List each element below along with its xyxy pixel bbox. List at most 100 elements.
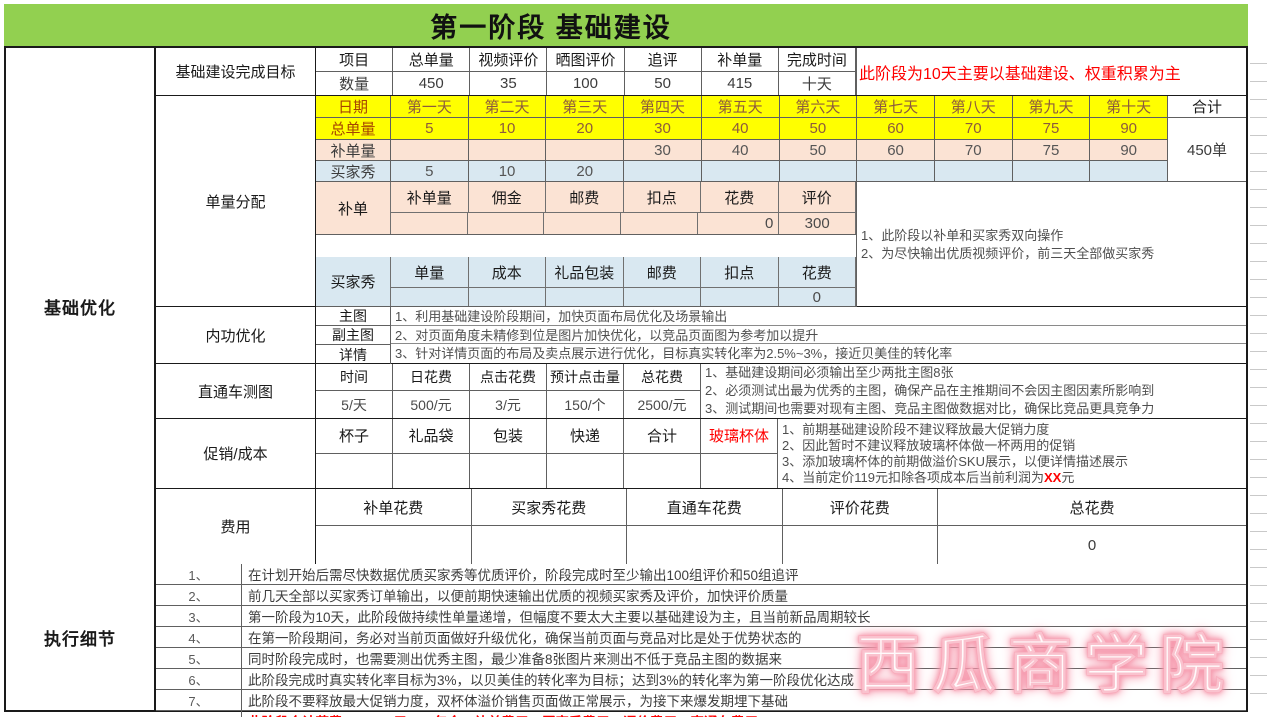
total-orders-cell[interactable]: 70: [934, 118, 1013, 140]
total-orders-cell[interactable]: 5: [391, 118, 469, 140]
buyer-show-value-cell[interactable]: [546, 288, 624, 306]
fees-values: 0: [316, 526, 1246, 564]
supplement-orders-cell[interactable]: [468, 140, 547, 161]
supplement-value-cell[interactable]: [391, 213, 468, 234]
buyer-show-cell[interactable]: [857, 161, 935, 182]
buyer-show-header-cell: 扣点: [701, 257, 779, 289]
fees-value-cell[interactable]: [316, 526, 472, 564]
through-train-value-cell[interactable]: 500/元: [393, 391, 470, 418]
total-cost-value[interactable]: 0: [1087, 536, 1097, 554]
day-header-cell: 第一天: [391, 96, 469, 118]
supplement-value-cell[interactable]: 300: [779, 213, 857, 234]
buyer-show-cell[interactable]: [779, 161, 858, 182]
sum-total-cell[interactable]: 450单: [1168, 118, 1246, 182]
total-orders-cell[interactable]: 90: [1090, 118, 1169, 140]
day-header-cell: 第九天: [1012, 96, 1091, 118]
supplement-orders-cell[interactable]: [391, 140, 469, 161]
fees-value-cell[interactable]: [627, 526, 783, 564]
total-orders-cell[interactable]: 50: [779, 118, 858, 140]
total-orders-cell[interactable]: 10: [468, 118, 547, 140]
detail-row: 2、 前几天全部以买家秀订单输出，以便前期快速输出优质的视频买家秀及评价，加快评…: [156, 585, 1246, 606]
goal-value-row: 数量 450 35 100 50 415 十天: [316, 71, 856, 95]
goal-value-cell[interactable]: 数量: [316, 71, 394, 95]
goal-value-cell[interactable]: 十天: [779, 71, 856, 95]
through-train-value-cell[interactable]: 2500/元: [624, 391, 701, 418]
buyer-show-cell[interactable]: 10: [468, 161, 547, 182]
detail-row-number: 4、: [156, 627, 242, 648]
buyer-show-cell[interactable]: 20: [546, 161, 625, 182]
detail-row-number: 5、: [156, 648, 242, 669]
goal-section: 基础建设完成目标 项目 总单量 视频评价 晒图评价 追评 补单量 完成时间 数量 450 35 1…: [156, 48, 1246, 96]
supplement-value-cell[interactable]: [468, 213, 545, 234]
phase-note: 此阶段为10天主要以基础建设、权重积累为主: [856, 48, 1246, 95]
day-header-row: 日期 第一天 第二天 第三天 第四天 第五天 第六天 第七天 第八天 第九天 第十天: [316, 96, 1169, 118]
detail-row-number: 3、: [156, 606, 242, 627]
supplement-value-cell[interactable]: [621, 213, 698, 234]
through-train-header-cell: 时间: [316, 364, 393, 392]
total-orders-cell[interactable]: 75: [1012, 118, 1091, 140]
supplement-orders-cell[interactable]: [546, 140, 625, 161]
supplement-header-cell: 扣点: [623, 182, 701, 213]
promotion-value-cell[interactable]: [470, 453, 547, 488]
buyer-show-cell[interactable]: 5: [391, 161, 469, 182]
buyer-show-value-cell[interactable]: [701, 288, 779, 306]
buyer-show-cell[interactable]: [624, 161, 702, 182]
through-train-header-cell: 总花费: [624, 364, 701, 392]
through-train-value-cell[interactable]: 150/个: [547, 391, 624, 418]
buyer-show-cell[interactable]: [701, 161, 780, 182]
buyer-show-cell[interactable]: [934, 161, 1013, 182]
image-item-cell: 副主图: [316, 326, 391, 345]
detail-row-text: 此阶段合计花费：15720元 包含：补单费用、买家秀费用、评价费用、直通车费用: [242, 711, 1246, 717]
supplement-orders-cell[interactable]: 75: [1012, 140, 1091, 161]
total-orders-cell[interactable]: 60: [857, 118, 935, 140]
total-orders-cell[interactable]: 20: [546, 118, 625, 140]
promotion-value-cell[interactable]: [701, 453, 778, 488]
promotion-value-cell[interactable]: [316, 453, 393, 488]
supplement-value-cell[interactable]: 0: [698, 213, 780, 234]
buyer-show-cell[interactable]: [1090, 161, 1169, 182]
goal-header-cell: 追评: [624, 48, 702, 72]
promotion-value-cell[interactable]: [393, 453, 470, 488]
supplement-cost-table: 补单 补单量 佣金 邮费 扣点 花费 评价 0 300: [316, 182, 857, 235]
goal-header-cell: 完成时间: [778, 48, 856, 72]
promotion-value-cell[interactable]: [624, 453, 701, 488]
buyer-show-header-cell: 礼品包装: [546, 257, 624, 289]
goal-value-cell[interactable]: 100: [547, 71, 625, 95]
goal-value-cell[interactable]: 35: [470, 71, 548, 95]
supplement-orders-cell[interactable]: 50: [779, 140, 858, 161]
through-train-value-cell[interactable]: 5/天: [316, 391, 393, 418]
promotion-value-cell[interactable]: [547, 453, 624, 488]
goal-value-cell[interactable]: 450: [393, 71, 471, 95]
supplement-orders-cell[interactable]: 30: [624, 140, 702, 161]
through-train-value-cell[interactable]: 3/元: [470, 391, 547, 418]
detail-row-text: 第一阶段为10天，此阶段做持续性单量递增，但幅度不要太大主要以基础建设为主，且当…: [242, 606, 1246, 627]
image-item-cell: 主图: [316, 307, 391, 326]
total-orders-cell[interactable]: 30: [624, 118, 702, 140]
note-line: 3、针对详情页面的布局及卖点展示进行优化，目标真实转化率为2.5%~3%，接近贝…: [395, 346, 953, 362]
buyer-show-cell[interactable]: [1012, 161, 1091, 182]
buyer-show-value-cell[interactable]: [624, 288, 701, 306]
main-table: 基础优化 基础建设完成目标 项目 总单量 视频评价 晒图评价 追评 补单量 完成时间 数量 4…: [4, 46, 1248, 566]
fees-value-cell[interactable]: [472, 526, 627, 564]
fees-value-cell[interactable]: [783, 526, 938, 564]
detail-row-number: 7、: [156, 690, 242, 711]
goal-value-cell[interactable]: 415: [702, 71, 779, 95]
buyer-show-value-cell[interactable]: [469, 288, 546, 306]
buyer-show-value-cell[interactable]: [391, 288, 469, 306]
supplement-table-headers: 补单量 佣金 邮费 扣点 花费 评价: [391, 182, 856, 213]
note-line: 3、测试期间也需要对现有主图、竞品主图做数据对比，确保比竞品更具竞争力: [705, 401, 1155, 416]
goal-value-cell[interactable]: 50: [625, 71, 702, 95]
detail-row-number: 6、: [156, 669, 242, 690]
supplement-orders-cell[interactable]: 90: [1090, 140, 1169, 161]
total-orders-cell[interactable]: 40: [701, 118, 780, 140]
supplement-orders-cell[interactable]: 60: [857, 140, 935, 161]
promotion-headers: 杯子 礼品袋 包装 快递 合计 玻璃杯体: [316, 419, 778, 454]
supplement-value-cell[interactable]: [544, 213, 622, 234]
fees-header-cell: 补单花费: [316, 489, 472, 526]
supplement-orders-cell[interactable]: 40: [701, 140, 780, 161]
day-header-cell: 第六天: [779, 96, 858, 118]
buyer-show-value-cell[interactable]: 0: [779, 288, 856, 306]
supplement-orders-cell[interactable]: 70: [934, 140, 1013, 161]
